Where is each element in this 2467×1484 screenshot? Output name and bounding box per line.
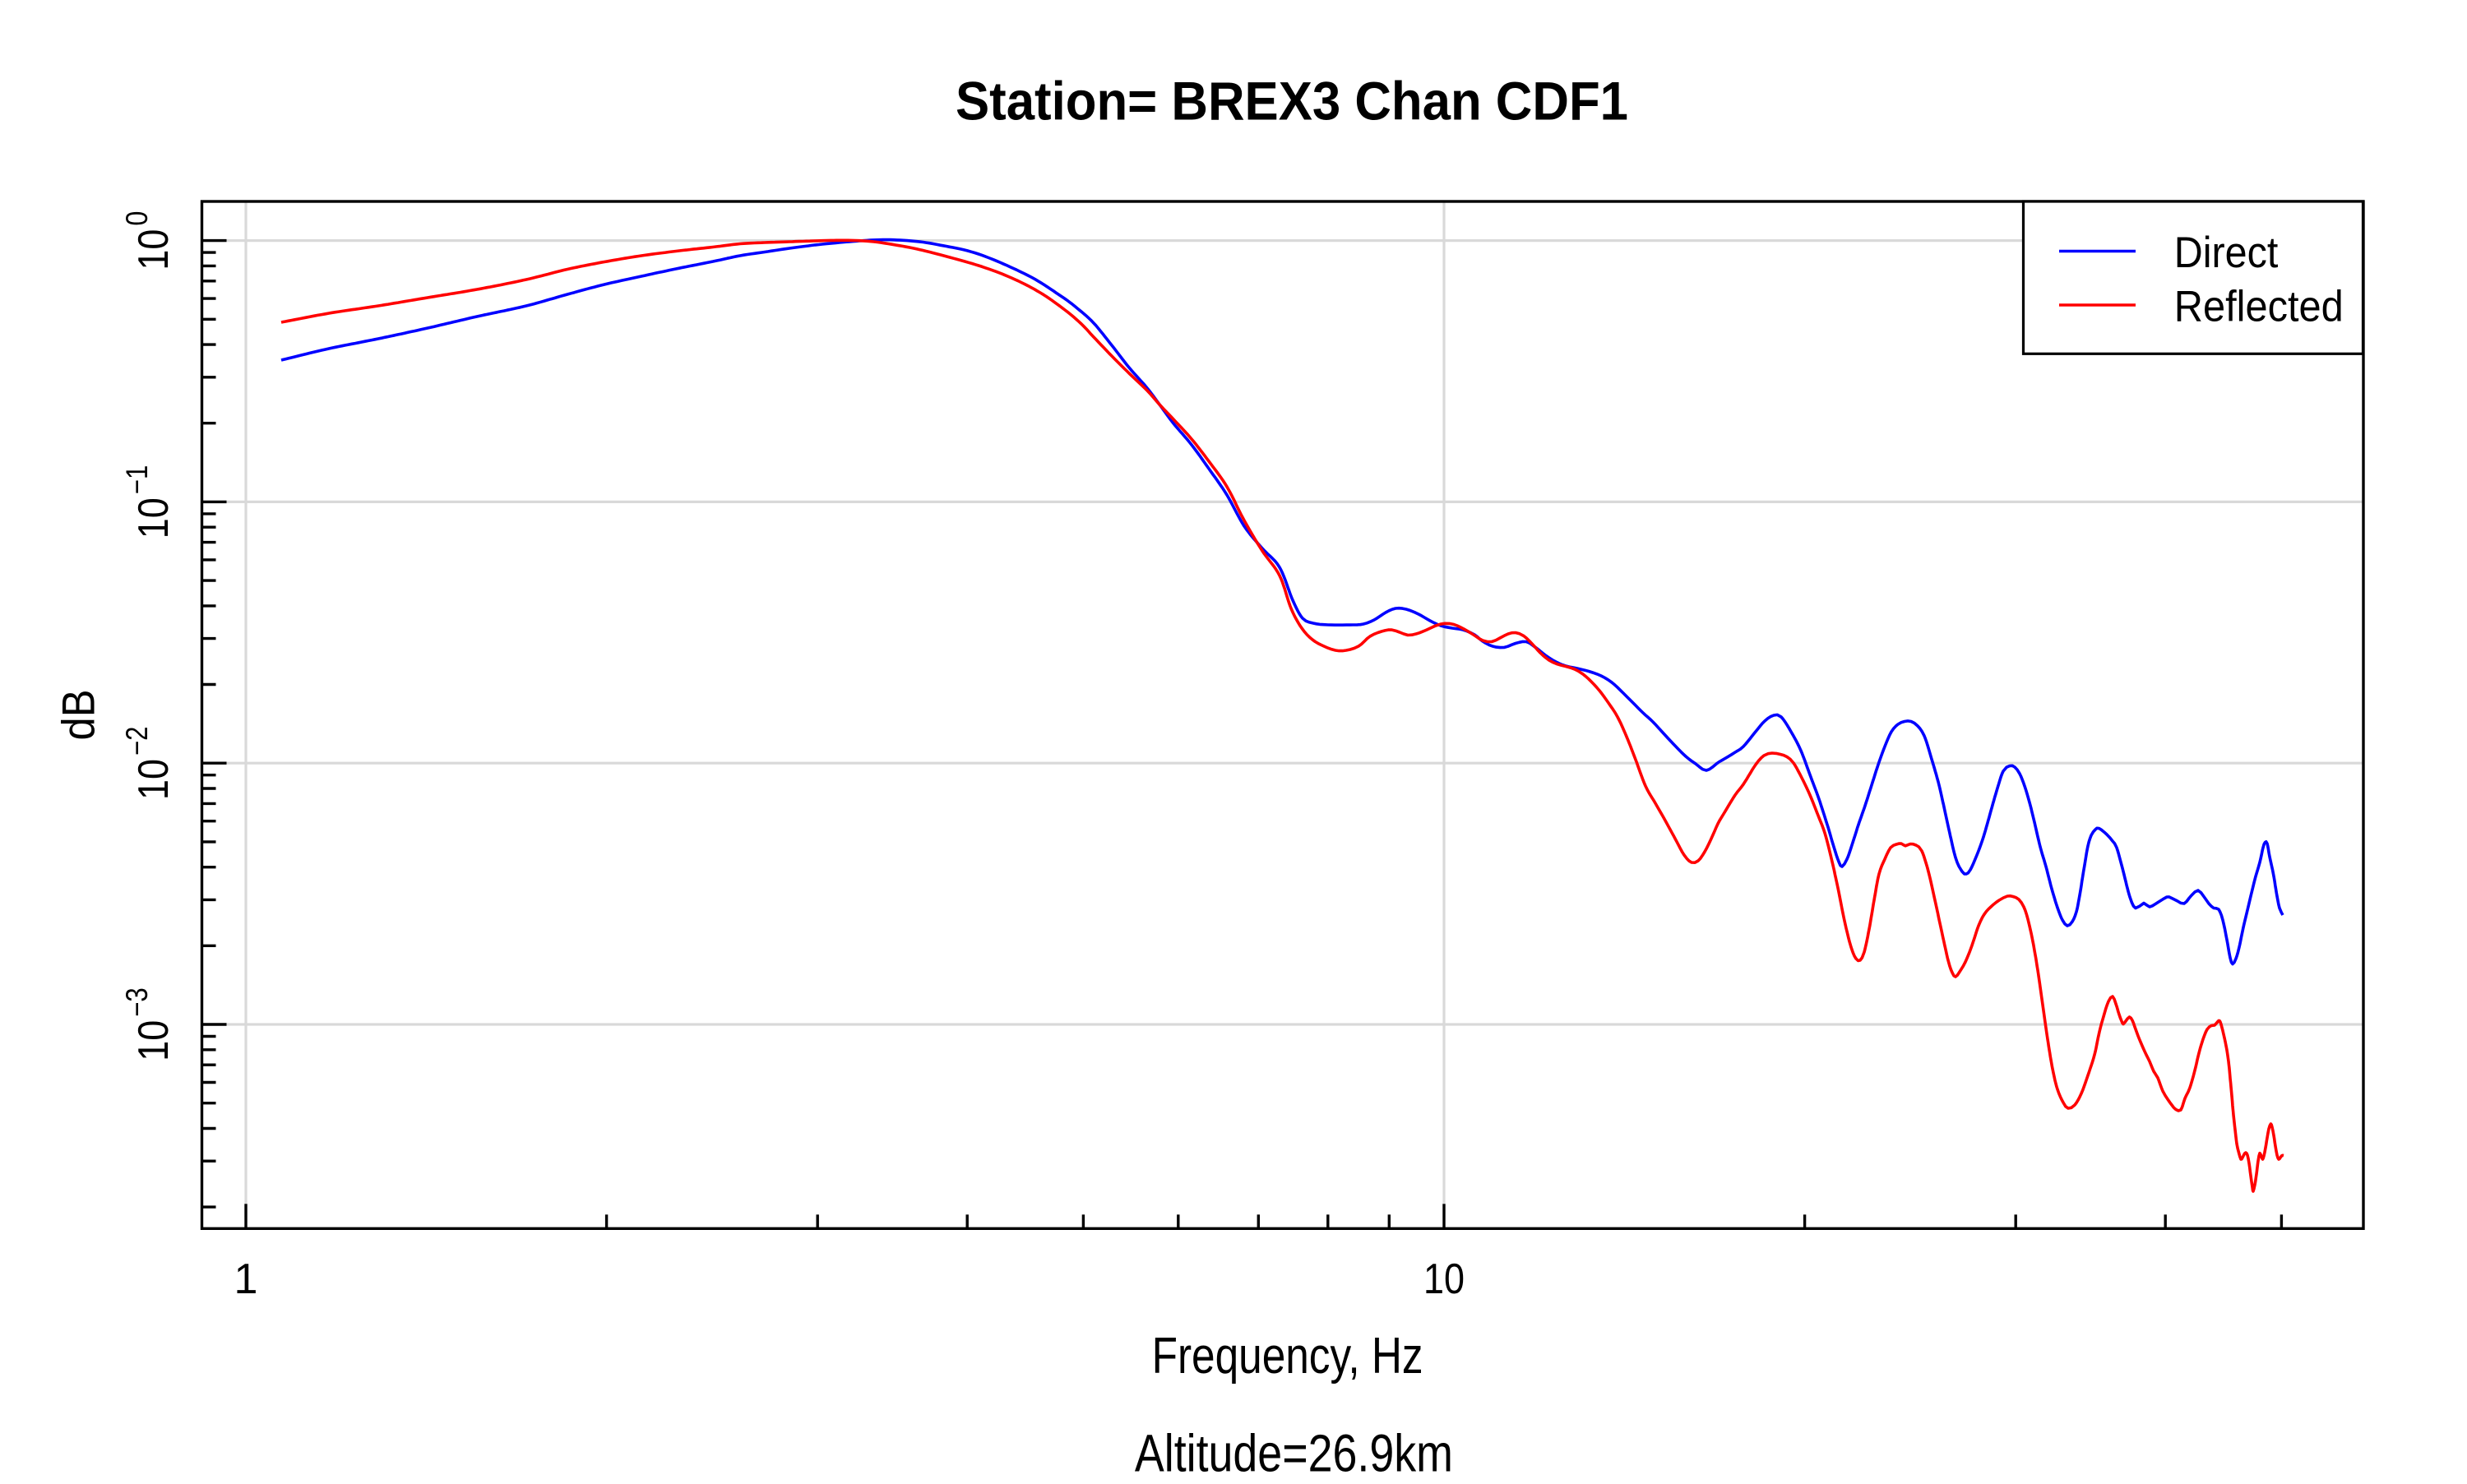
svg-text:dB: dB bbox=[53, 690, 104, 741]
svg-text:−3: −3 bbox=[120, 987, 154, 1017]
svg-text:Station= BREX3 Chan CDF1: Station= BREX3 Chan CDF1 bbox=[956, 71, 1628, 132]
svg-text:−2: −2 bbox=[120, 727, 154, 756]
svg-text:Reflected: Reflected bbox=[2174, 283, 2344, 331]
svg-text:0: 0 bbox=[120, 211, 154, 226]
svg-text:10: 10 bbox=[130, 497, 178, 539]
svg-text:10: 10 bbox=[1423, 1255, 1465, 1303]
svg-text:10: 10 bbox=[130, 759, 178, 800]
svg-text:−1: −1 bbox=[120, 465, 154, 495]
svg-text:Altitude=26.9km: Altitude=26.9km bbox=[1135, 1424, 1453, 1481]
svg-text:10: 10 bbox=[130, 1020, 178, 1061]
svg-text:Direct: Direct bbox=[2174, 229, 2279, 277]
svg-text:Frequency, Hz: Frequency, Hz bbox=[1152, 1328, 1423, 1385]
svg-text:10: 10 bbox=[130, 229, 178, 270]
svg-text:1: 1 bbox=[234, 1255, 258, 1303]
